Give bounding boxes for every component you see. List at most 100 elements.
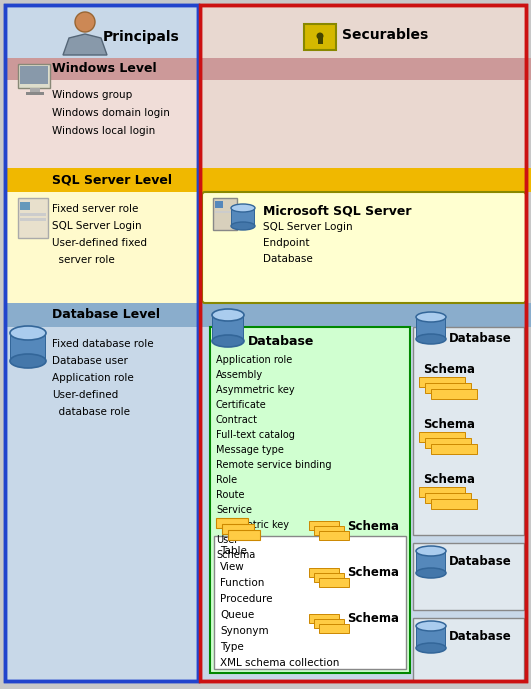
Bar bbox=[314, 573, 344, 582]
Text: User-defined: User-defined bbox=[52, 390, 118, 400]
Text: Route: Route bbox=[216, 490, 244, 500]
Bar bbox=[200, 80, 526, 168]
Bar bbox=[10, 333, 46, 361]
Text: Assembly: Assembly bbox=[216, 370, 263, 380]
Ellipse shape bbox=[416, 643, 446, 653]
Text: Schema: Schema bbox=[216, 550, 255, 560]
Text: Remote service binding: Remote service binding bbox=[216, 460, 331, 470]
Ellipse shape bbox=[416, 334, 446, 344]
Text: Database: Database bbox=[449, 332, 512, 345]
Text: Queue: Queue bbox=[220, 610, 254, 620]
Text: Table: Table bbox=[220, 546, 247, 556]
Bar bbox=[416, 626, 446, 648]
Ellipse shape bbox=[212, 309, 244, 321]
Text: Role: Role bbox=[216, 475, 237, 485]
Text: Synonym: Synonym bbox=[220, 626, 269, 636]
Bar bbox=[425, 438, 471, 448]
Text: Schema: Schema bbox=[347, 566, 399, 579]
Text: Function: Function bbox=[220, 578, 264, 588]
FancyBboxPatch shape bbox=[202, 192, 526, 303]
Text: Windows domain login: Windows domain login bbox=[52, 108, 170, 118]
Text: Database user: Database user bbox=[52, 356, 128, 366]
Bar bbox=[445, 317, 446, 339]
Text: Schema: Schema bbox=[347, 613, 399, 626]
Bar bbox=[413, 618, 524, 681]
Bar bbox=[431, 389, 477, 399]
Bar bbox=[319, 578, 349, 587]
Text: SQL Server Login: SQL Server Login bbox=[263, 222, 353, 232]
Text: Application role: Application role bbox=[52, 373, 134, 383]
Text: Principals: Principals bbox=[103, 30, 180, 44]
Bar bbox=[5, 303, 531, 327]
Text: Fixed database role: Fixed database role bbox=[52, 339, 153, 349]
Text: Asymmetric key: Asymmetric key bbox=[216, 385, 295, 395]
Bar bbox=[231, 208, 255, 226]
Bar bbox=[216, 518, 248, 528]
Ellipse shape bbox=[416, 312, 446, 322]
Text: Database: Database bbox=[248, 335, 314, 348]
Bar bbox=[419, 377, 465, 387]
Bar bbox=[319, 624, 349, 633]
Bar bbox=[222, 524, 254, 534]
Bar bbox=[425, 493, 471, 503]
Text: Certificate: Certificate bbox=[216, 400, 267, 410]
Text: Microsoft SQL Server: Microsoft SQL Server bbox=[263, 204, 412, 217]
Text: server role: server role bbox=[52, 255, 115, 265]
Ellipse shape bbox=[212, 335, 244, 347]
Bar bbox=[20, 66, 48, 84]
Text: Database: Database bbox=[449, 555, 512, 568]
Text: XML schema collection: XML schema collection bbox=[220, 658, 339, 668]
Text: Schema: Schema bbox=[423, 418, 475, 431]
Bar bbox=[231, 208, 232, 226]
Bar bbox=[210, 327, 410, 673]
Bar bbox=[5, 168, 531, 192]
Bar bbox=[419, 487, 465, 497]
Bar bbox=[314, 619, 344, 628]
Text: Schema: Schema bbox=[423, 363, 475, 376]
Text: User: User bbox=[216, 535, 238, 545]
Bar bbox=[413, 327, 524, 535]
Ellipse shape bbox=[75, 12, 95, 32]
Bar bbox=[215, 201, 223, 208]
Bar bbox=[254, 208, 255, 226]
Bar bbox=[212, 315, 213, 341]
Bar bbox=[416, 317, 417, 339]
Bar bbox=[5, 80, 198, 168]
Text: database role: database role bbox=[52, 407, 130, 417]
Bar bbox=[413, 543, 524, 610]
Ellipse shape bbox=[416, 568, 446, 578]
Ellipse shape bbox=[231, 222, 255, 230]
Bar bbox=[319, 531, 349, 540]
Text: Schema: Schema bbox=[347, 520, 399, 533]
Ellipse shape bbox=[231, 204, 255, 212]
Text: View: View bbox=[220, 562, 245, 572]
Text: SQL Server Level: SQL Server Level bbox=[52, 174, 172, 187]
Bar bbox=[5, 5, 198, 681]
Bar bbox=[200, 192, 526, 303]
Text: Securables: Securables bbox=[342, 28, 428, 42]
FancyBboxPatch shape bbox=[304, 24, 336, 50]
Bar bbox=[416, 551, 446, 573]
Bar bbox=[318, 36, 322, 44]
Bar bbox=[419, 432, 465, 442]
Bar bbox=[5, 58, 531, 80]
Bar bbox=[200, 5, 526, 681]
Ellipse shape bbox=[10, 326, 46, 340]
Bar bbox=[431, 499, 477, 509]
Text: Procedure: Procedure bbox=[220, 594, 272, 604]
Bar bbox=[18, 198, 48, 238]
Bar bbox=[45, 333, 46, 361]
Bar bbox=[425, 383, 471, 393]
Bar bbox=[212, 315, 244, 341]
Text: Windows local login: Windows local login bbox=[52, 126, 155, 136]
Bar bbox=[20, 218, 46, 221]
Bar bbox=[243, 315, 244, 341]
Bar bbox=[431, 444, 477, 454]
Ellipse shape bbox=[316, 32, 323, 39]
Text: Database Level: Database Level bbox=[52, 309, 160, 322]
Bar bbox=[215, 211, 235, 213]
Bar bbox=[228, 530, 260, 540]
Text: Fixed server role: Fixed server role bbox=[52, 204, 139, 214]
Bar bbox=[214, 536, 406, 669]
Bar bbox=[5, 192, 198, 303]
